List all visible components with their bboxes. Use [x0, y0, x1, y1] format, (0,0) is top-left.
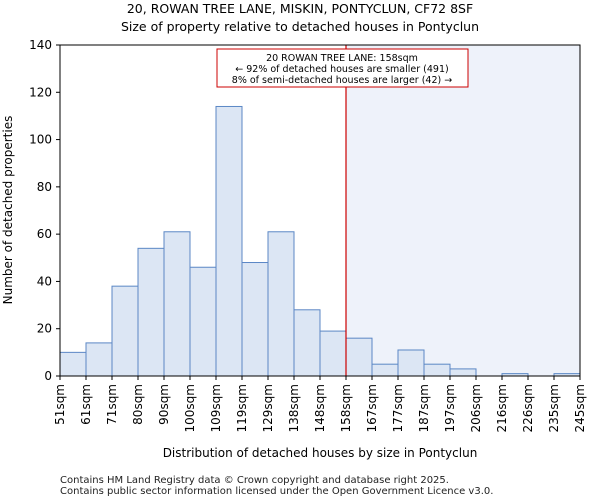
shaded-region: [346, 45, 580, 376]
x-tick-label: 119sqm: [235, 384, 249, 432]
y-tick-label: 140: [29, 38, 52, 52]
x-tick-label: 129sqm: [261, 384, 275, 432]
bar: [371, 363, 399, 377]
x-tick-label: 245sqm: [573, 384, 587, 432]
y-tick-label: 60: [37, 227, 52, 241]
plot-frame: [59, 44, 581, 377]
chart-subtitle: Size of property relative to detached ho…: [121, 19, 479, 34]
bar: [397, 349, 425, 377]
x-tick-label: 197sqm: [443, 384, 457, 432]
x-tick-label: 80sqm: [131, 384, 145, 425]
x-tick-label: 90sqm: [157, 384, 171, 425]
bar: [59, 351, 87, 377]
bar: [293, 309, 321, 377]
x-tick-label: 51sqm: [53, 384, 67, 425]
y-tick-label: 100: [29, 133, 52, 147]
y-tick-label: 40: [37, 274, 52, 288]
y-tick-label: 120: [29, 85, 52, 99]
bar: [163, 231, 191, 377]
bar: [319, 330, 347, 377]
y-tick-label: 80: [37, 180, 52, 194]
bar: [137, 247, 165, 377]
bar: [215, 105, 243, 377]
annotation-box: 20 ROWAN TREE LANE: 158sqm ← 92% of deta…: [216, 48, 469, 88]
bar: [85, 342, 113, 377]
bar: [267, 231, 295, 377]
x-tick-label: 109sqm: [209, 384, 223, 432]
x-tick-label: 216sqm: [495, 384, 509, 432]
y-axis-label: Number of detached properties: [1, 116, 15, 305]
x-tick-label: 61sqm: [79, 384, 93, 425]
footer-line-1: Contains HM Land Registry data © Crown c…: [60, 475, 449, 486]
x-tick-label: 177sqm: [391, 384, 405, 432]
x-tick-label: 138sqm: [287, 384, 301, 432]
bar: [449, 368, 477, 377]
annotation-line-1: 20 ROWAN TREE LANE: 158sqm: [266, 53, 418, 64]
x-tick-label: 235sqm: [547, 384, 561, 432]
x-tick-label: 148sqm: [313, 384, 327, 432]
x-tick-label: 226sqm: [521, 384, 535, 432]
y-tick-label: 20: [37, 322, 52, 336]
x-tick-label: 187sqm: [417, 384, 431, 432]
bar: [241, 262, 269, 377]
x-tick-label: 206sqm: [469, 384, 483, 432]
x-tick-label: 158sqm: [339, 384, 353, 432]
x-tick-label: 167sqm: [365, 384, 379, 432]
annotation-line-3: 8% of semi-detached houses are larger (4…: [232, 75, 452, 86]
y-tick-label: 0: [44, 369, 52, 383]
bar: [423, 363, 451, 377]
annotation-line-2: ← 92% of detached houses are smaller (49…: [235, 64, 448, 75]
bar: [345, 337, 373, 377]
bar: [189, 266, 217, 377]
chart-title: 20, ROWAN TREE LANE, MISKIN, PONTYCLUN, …: [127, 1, 473, 16]
x-tick-label: 100sqm: [183, 384, 197, 432]
bar: [111, 285, 139, 377]
x-axis-label: Distribution of detached houses by size …: [163, 446, 478, 460]
footer-line-2: Contains public sector information licen…: [60, 486, 493, 497]
x-tick-label: 71sqm: [105, 384, 119, 425]
